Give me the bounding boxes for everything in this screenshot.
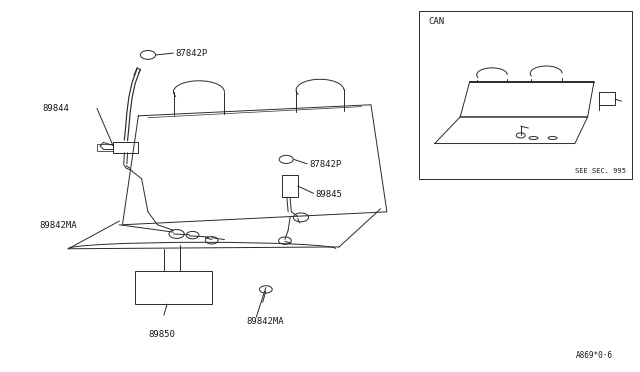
- Bar: [135, 271, 212, 304]
- Bar: [419, 11, 632, 179]
- Text: 89842MA: 89842MA: [246, 317, 284, 326]
- Bar: [282, 175, 298, 197]
- Text: 89844: 89844: [43, 104, 70, 113]
- Text: 87842P: 87842P: [175, 49, 207, 58]
- Text: 89845: 89845: [316, 190, 342, 199]
- Bar: [97, 144, 113, 151]
- Text: CAN: CAN: [428, 17, 444, 26]
- Bar: [113, 142, 138, 153]
- Text: 89850: 89850: [148, 330, 175, 339]
- Text: A869*0·6: A869*0·6: [576, 351, 613, 360]
- Text: 89842MA: 89842MA: [40, 221, 77, 230]
- Text: SEE SEC. 995: SEE SEC. 995: [575, 168, 626, 174]
- Text: 87842P: 87842P: [309, 160, 341, 169]
- Bar: [599, 92, 615, 105]
